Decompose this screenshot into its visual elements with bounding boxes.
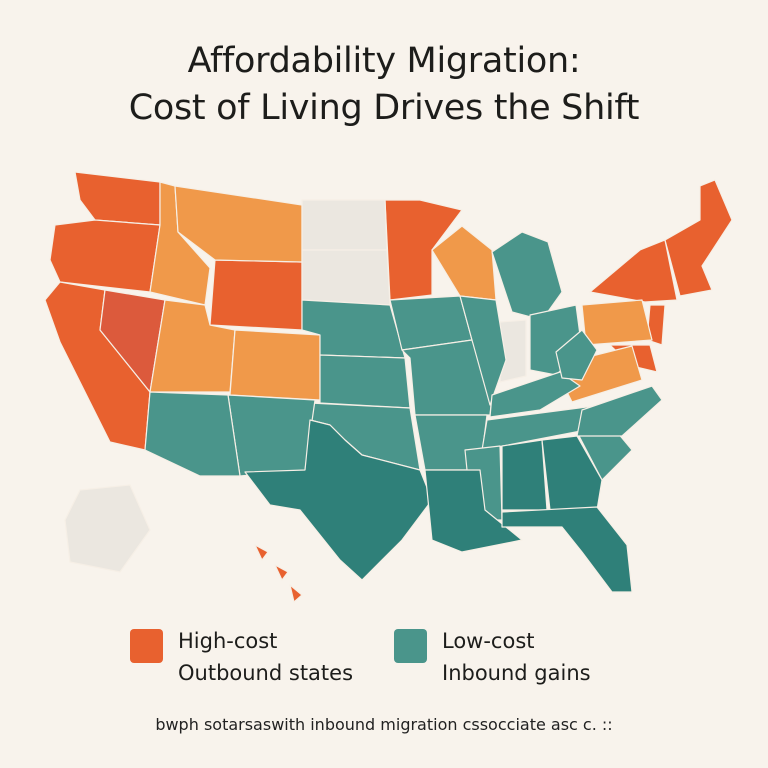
state-or [49,219,161,293]
state-ga [541,435,603,511]
state-wv [555,329,598,381]
state-sd [301,249,391,306]
title-line-1: Affordability Migration: [187,41,581,81]
state-wi [431,225,497,301]
state-wy [209,259,303,331]
title-line-2: Cost of Living Drives the Shift [128,88,640,128]
footnote: bwph sotarsaswith inbound migration csso… [155,715,613,734]
state-mi [491,231,563,321]
state-fl [501,506,633,593]
state-ne-region [664,179,733,297]
state-hi [274,564,289,581]
state-az [144,391,241,477]
state-il [459,295,507,406]
state-wa [74,171,161,226]
state-pa [581,299,653,346]
state-nc [576,385,663,437]
legend-low-cost-line1: Low-cost [442,629,535,653]
state-al [501,439,548,511]
legend-low-cost-line2: Inbound gains [442,661,591,685]
state-hi [289,584,303,603]
state-ak [64,484,151,573]
state-ky [489,371,581,418]
state-ks [319,354,411,409]
low-cost-swatch [394,629,427,663]
state-ny [589,239,678,303]
state-hi [254,544,269,561]
high-cost-swatch [130,629,163,663]
state-la [424,469,523,553]
state-mt [174,185,303,263]
legend-high-cost-line1: High-cost [178,629,278,653]
page-title: Affordability Migration: Cost of Living … [0,38,768,132]
state-nd [301,199,388,251]
state-nm [227,394,316,477]
state-co [229,329,321,401]
legend-high-cost-line2: Outbound states [178,661,354,685]
